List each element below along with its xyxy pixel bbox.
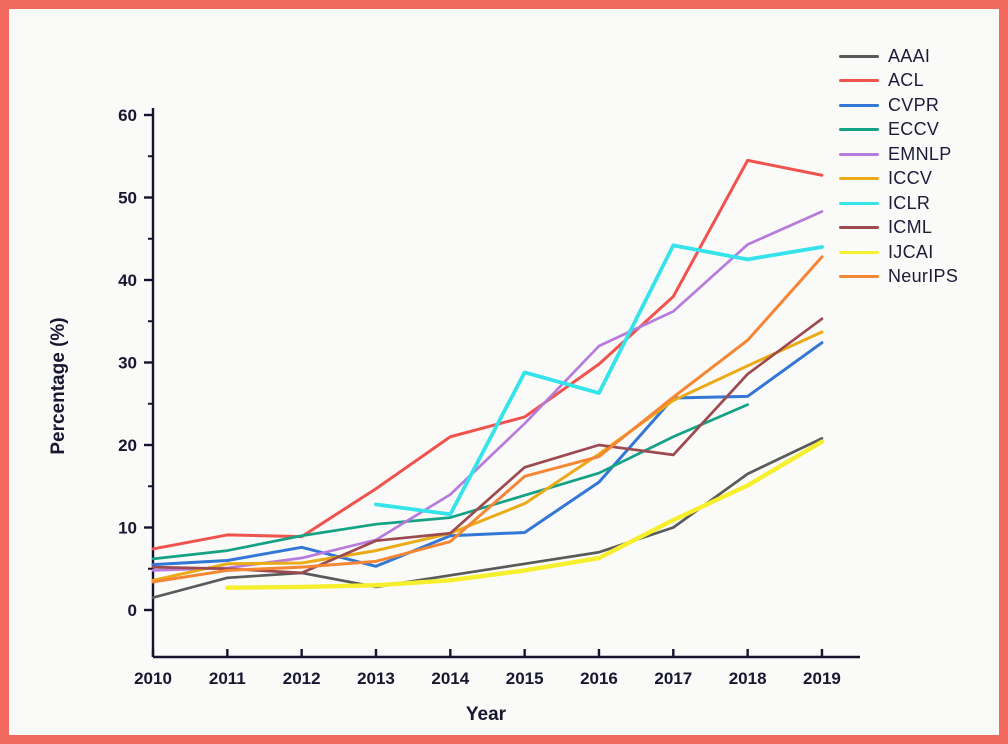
series-line-ijcai <box>225 439 825 590</box>
legend-label-emnlp: EMNLP <box>888 143 952 164</box>
legend-label-aaai: AAAI <box>888 45 931 66</box>
x-tick-label-2017: 2017 <box>654 669 692 688</box>
legend-label-eccv: ECCV <box>888 119 940 140</box>
legend-swatch-emnlp <box>839 152 879 156</box>
y-tick-label-40: 40 <box>118 271 137 290</box>
legend: AAAI ACL CVPR ECCV EMNLP ICCV ICLR ICML IJCAI Neu… <box>839 44 958 289</box>
legend-swatch-iccv <box>839 177 879 181</box>
legend-label-icml: ICML <box>888 217 933 238</box>
legend-item-iclr: ICLR <box>839 191 958 216</box>
legend-swatch-acl <box>839 79 879 83</box>
x-tick-label-2018: 2018 <box>729 669 767 688</box>
y-tick-label-10: 10 <box>118 519 137 538</box>
legend-swatch-eccv <box>839 128 879 132</box>
y-tick-label-20: 20 <box>118 436 137 455</box>
x-tick-label-2014: 2014 <box>431 669 469 688</box>
legend-swatch-cvpr <box>839 103 879 107</box>
legend-swatch-iclr <box>839 201 879 205</box>
series-line-eccv <box>151 403 749 561</box>
legend-label-acl: ACL <box>888 70 924 91</box>
series-line-emnlp <box>151 210 824 572</box>
y-tick-label-0: 0 <box>128 601 137 620</box>
legend-swatch-icml <box>839 226 879 230</box>
x-tick-label-2013: 2013 <box>357 669 395 688</box>
x-axis-title: Year <box>465 704 507 725</box>
legend-swatch-aaai <box>839 54 879 58</box>
x-tick-label-2011: 2011 <box>209 669 246 688</box>
legend-swatch-neurips <box>839 275 879 279</box>
legend-item-emnlp: EMNLP <box>839 142 958 167</box>
legend-item-ijcai: IJCAI <box>839 240 958 265</box>
series-line-acl <box>151 158 824 551</box>
series-line-iccv <box>151 330 824 582</box>
legend-item-iccv: ICCV <box>839 167 958 192</box>
series-line-iclr <box>374 243 824 517</box>
legend-label-neurips: NeurIPS <box>888 266 959 287</box>
x-tick-label-2012: 2012 <box>283 669 321 688</box>
legend-item-aaai: AAAI <box>839 44 958 69</box>
x-tick-label-2010: 2010 <box>134 669 172 688</box>
series-line-neurips <box>151 255 824 584</box>
legend-item-neurips: NeurIPS <box>839 265 958 290</box>
x-tick-label-2019: 2019 <box>803 669 841 688</box>
series-line-cvpr <box>151 341 824 568</box>
legend-item-eccv: ECCV <box>839 118 958 143</box>
x-tick-label-2016: 2016 <box>580 669 618 688</box>
legend-label-iclr: ICLR <box>888 192 931 213</box>
legend-item-cvpr: CVPR <box>839 93 958 118</box>
legend-label-iccv: ICCV <box>888 168 933 189</box>
y-axis-title: Percentage (%) <box>48 317 69 455</box>
series-line-icml <box>151 317 824 575</box>
x-tick-label-2015: 2015 <box>506 669 544 688</box>
legend-item-icml: ICML <box>839 216 958 241</box>
y-tick-label-30: 30 <box>118 354 137 373</box>
legend-label-cvpr: CVPR <box>888 94 940 115</box>
legend-swatch-ijcai <box>839 250 879 254</box>
legend-label-ijcai: IJCAI <box>888 241 934 262</box>
y-tick-label-60: 60 <box>118 106 137 125</box>
legend-item-acl: ACL <box>839 69 958 94</box>
line-chart-canvas: 0 10 20 30 40 50 60 2010 2011 2012 2013 2014 2015 201… <box>118 106 860 688</box>
y-tick-label-50: 50 <box>118 189 137 208</box>
